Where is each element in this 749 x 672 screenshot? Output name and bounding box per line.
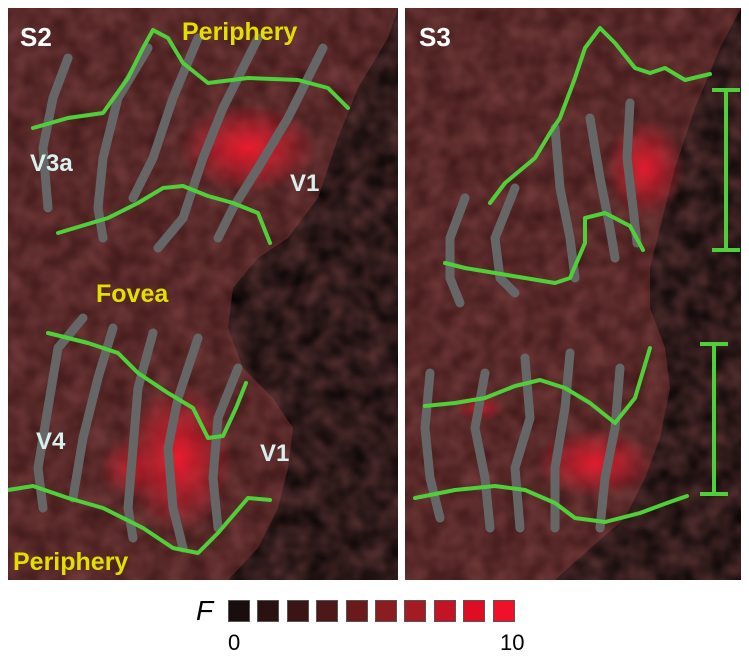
colorbar-variable-label: F	[196, 595, 214, 626]
region-label-v3a: V3a	[30, 150, 73, 177]
colorbar-swatch	[345, 600, 368, 622]
panel-s3: S3	[405, 8, 741, 580]
panel-s2: S2 Periphery V3a V1 Fovea V4 V1 Peripher…	[8, 8, 398, 580]
colorbar-swatch	[257, 600, 280, 622]
region-label-periphery-bottom: Periphery	[13, 548, 129, 576]
region-label-v1-upper: V1	[290, 170, 320, 197]
region-label-v4: V4	[36, 428, 66, 455]
colorbar-min-label: 0	[228, 630, 241, 655]
panel-label: S2	[20, 22, 52, 52]
colorbar-swatch	[228, 600, 250, 622]
region-label-fovea: Fovea	[96, 280, 169, 308]
region-label-periphery-top: Periphery	[182, 18, 298, 46]
colorbar-swatch	[404, 600, 427, 622]
s3-map-image	[405, 8, 741, 580]
colorbar-swatch	[286, 600, 309, 622]
colorbar-swatch	[433, 600, 456, 622]
panel-label: S3	[419, 22, 451, 52]
region-label-v1-lower: V1	[260, 440, 290, 467]
s2-map-image	[8, 8, 398, 580]
colorbar-swatch	[316, 600, 339, 622]
colorbar-max-label: 10	[500, 630, 525, 655]
colorbar-swatch	[375, 600, 397, 622]
colorbar-swatch	[492, 600, 515, 622]
colorbar-swatch	[463, 600, 486, 622]
